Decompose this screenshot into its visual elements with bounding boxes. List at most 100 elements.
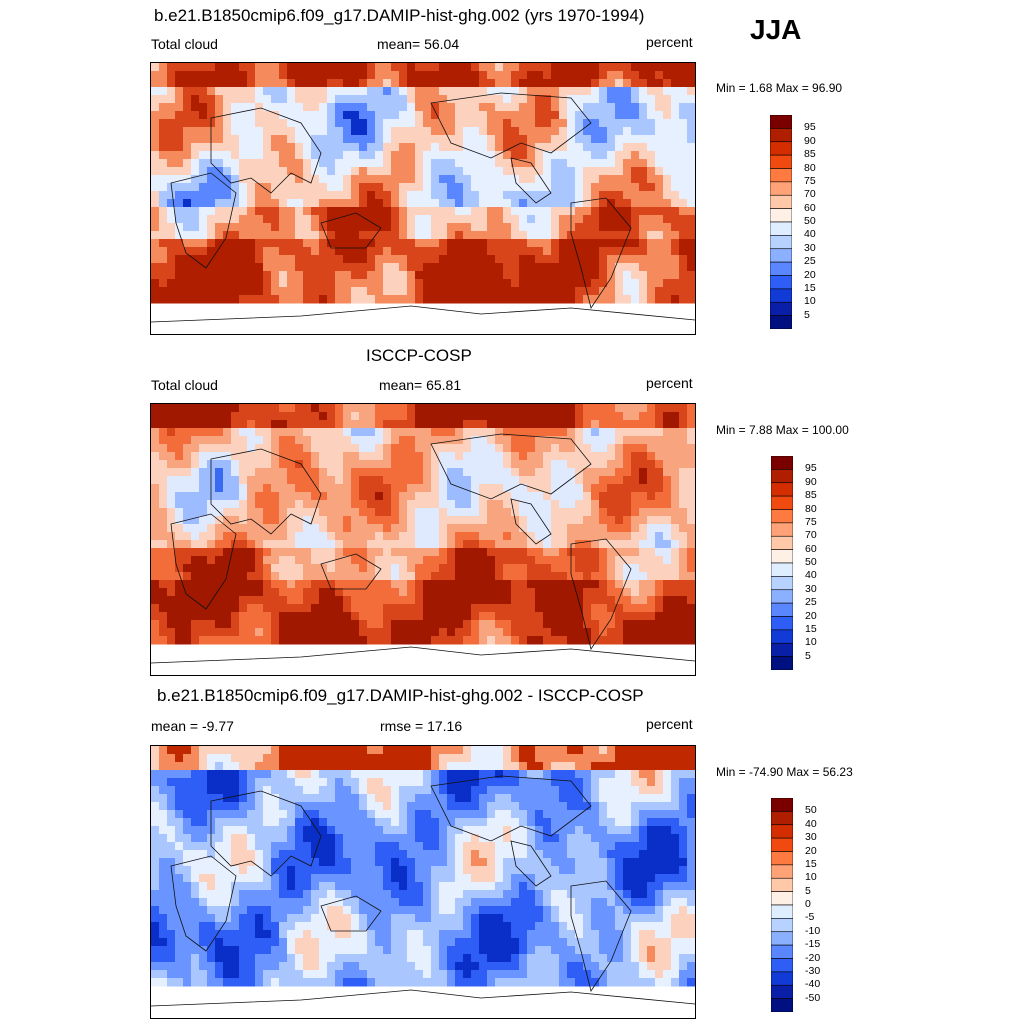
map-cell	[487, 127, 496, 136]
map-cell	[687, 452, 695, 461]
map-cell	[279, 223, 288, 232]
map-cell	[679, 103, 688, 112]
map-cell	[367, 604, 376, 613]
map-cell	[591, 754, 600, 763]
map-cell	[463, 548, 472, 557]
map-cell	[311, 215, 320, 224]
map-cell	[519, 287, 528, 296]
map-cell	[631, 604, 640, 613]
map-cell	[471, 207, 480, 216]
map-cell	[671, 580, 680, 589]
map-cell	[247, 223, 256, 232]
map-cell	[367, 794, 376, 803]
map-cell	[583, 770, 592, 779]
map-cell	[655, 604, 664, 613]
map-cell	[151, 215, 160, 224]
map-cell	[431, 476, 440, 485]
map-cell	[607, 620, 616, 629]
map-cell	[567, 255, 576, 264]
map-cell	[479, 175, 488, 184]
map-cell	[279, 604, 288, 613]
map-cell	[311, 199, 320, 208]
map-cell	[535, 239, 544, 248]
colorbar-tick-label: 15	[804, 281, 816, 294]
map-cell	[263, 428, 272, 437]
map-cell	[391, 231, 400, 240]
map-cell	[607, 167, 616, 176]
map-cell	[639, 199, 648, 208]
map-cell	[631, 596, 640, 605]
map-cell	[583, 556, 592, 565]
map-cell	[239, 207, 248, 216]
map-cell	[471, 247, 480, 256]
map-cell	[591, 556, 600, 565]
map-cell	[551, 628, 560, 637]
map-cell	[551, 215, 560, 224]
map-cell	[615, 532, 624, 541]
map-cell	[279, 271, 288, 280]
map-cell	[319, 818, 328, 827]
map-cell	[231, 223, 240, 232]
map-cell	[687, 127, 695, 136]
map-cell	[343, 175, 352, 184]
map-cell	[343, 436, 352, 445]
map-cell	[535, 428, 544, 437]
map-cell	[615, 95, 624, 104]
map-cell	[631, 207, 640, 216]
map-cell	[463, 412, 472, 421]
map-cell	[487, 151, 496, 160]
map-cell	[551, 596, 560, 605]
map-cell	[671, 119, 680, 128]
map-cell	[687, 263, 695, 272]
map-cell	[471, 71, 480, 80]
map-cell	[615, 247, 624, 256]
map-cell	[415, 778, 424, 787]
map-cell	[239, 636, 248, 645]
map-cell	[399, 524, 408, 533]
map-cell	[367, 746, 376, 755]
map-cell	[399, 532, 408, 541]
map-cell	[287, 404, 296, 413]
map-cell	[655, 79, 664, 88]
map-cell	[319, 127, 328, 136]
map-cell	[207, 524, 216, 533]
map-cell	[607, 596, 616, 605]
map-cell	[239, 111, 248, 120]
map-cell	[463, 95, 472, 104]
map-cell	[535, 199, 544, 208]
map-cell	[567, 834, 576, 843]
map-cell	[567, 612, 576, 621]
map-cell	[383, 119, 392, 128]
map-cell	[431, 628, 440, 637]
map-cell	[295, 770, 304, 779]
map-cell	[311, 476, 320, 485]
map-cell	[503, 612, 512, 621]
map-cell	[247, 762, 256, 771]
map-cell	[551, 620, 560, 629]
map-cell	[559, 223, 568, 232]
map-cell	[551, 548, 560, 557]
map-cell	[255, 191, 264, 200]
map-cell	[263, 516, 272, 525]
map-cell	[455, 492, 464, 501]
map-cell	[263, 63, 272, 72]
map-cell	[263, 151, 272, 160]
map-cell	[303, 564, 312, 573]
map-cell	[255, 135, 264, 144]
map-cell	[279, 143, 288, 152]
map-cell	[655, 207, 664, 216]
map-cell	[223, 636, 232, 645]
map-cell	[655, 572, 664, 581]
map-cell	[199, 564, 208, 573]
map-cell	[319, 500, 328, 509]
map-cell	[271, 223, 280, 232]
map-cell	[327, 636, 336, 645]
map-cell	[199, 834, 208, 843]
map-cell	[375, 263, 384, 272]
map-cell	[447, 111, 456, 120]
map-cell	[543, 484, 552, 493]
map-cell	[663, 119, 672, 128]
colorbar-box	[769, 168, 793, 183]
map-cell	[207, 452, 216, 461]
map-cell	[351, 199, 360, 208]
